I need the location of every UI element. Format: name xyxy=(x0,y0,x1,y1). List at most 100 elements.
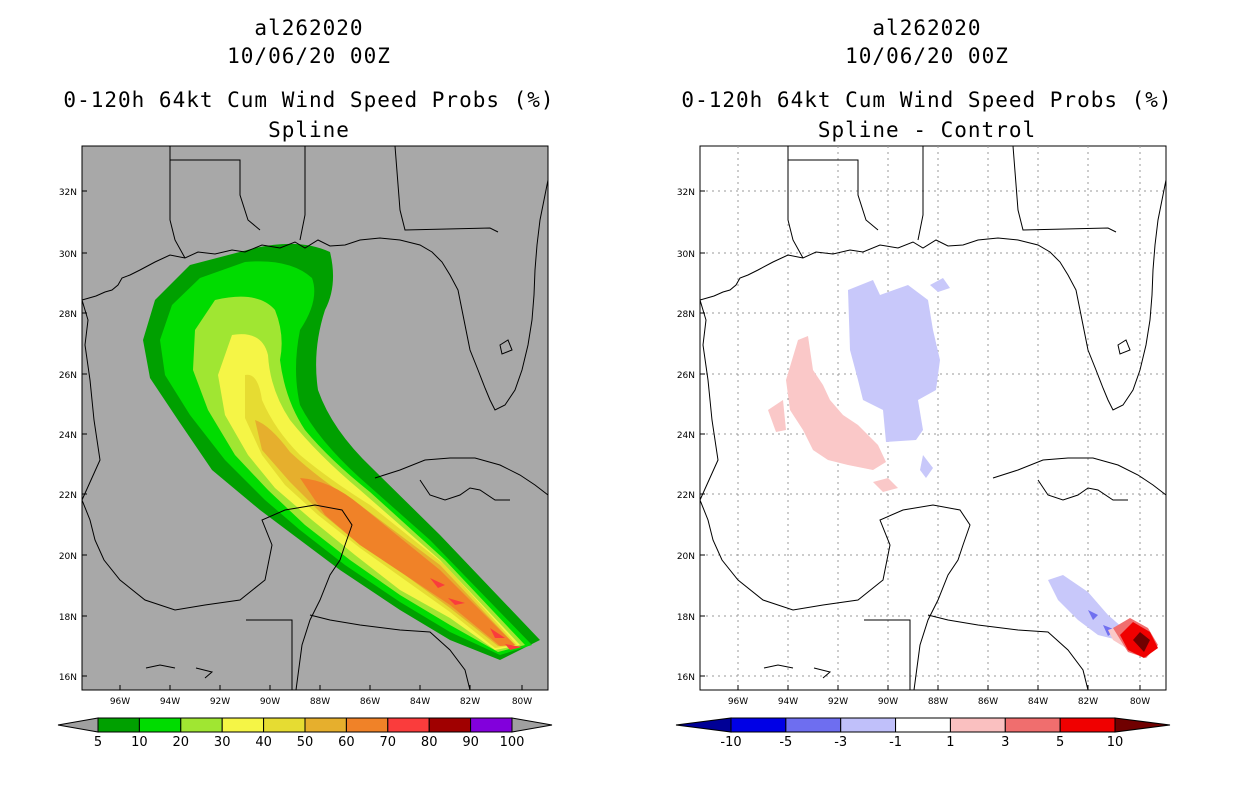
lat-label: 30N xyxy=(677,250,695,260)
colorbar-segment xyxy=(138,717,182,733)
colorbar-segment xyxy=(304,717,347,733)
colorbar-label: -1 xyxy=(889,735,902,750)
honduras-coast xyxy=(309,614,471,690)
colorbar-segment xyxy=(97,717,140,733)
colorbar-segment xyxy=(840,717,897,733)
colorbar-segment xyxy=(428,717,472,733)
colorbar-end-high xyxy=(1114,717,1171,733)
colorbar-end-high xyxy=(511,717,553,733)
lon-label: 86W xyxy=(978,697,998,707)
panel-subtitle: Spline - Control xyxy=(817,118,1037,142)
prob-contour-70-d xyxy=(505,644,522,650)
lon-label: 96W xyxy=(728,697,748,707)
lat-label: 24N xyxy=(677,431,695,441)
cuba xyxy=(374,457,548,501)
forecast-datetime: 10/06/20 00Z xyxy=(227,44,391,68)
spline-minus-control-panel: al262020 10/06/20 00Z 0-120h 64kt Cum Wi… xyxy=(618,0,1236,800)
lon-label: 88W xyxy=(928,697,948,707)
colorbar-label: -5 xyxy=(779,735,792,750)
neg-diff-blue-small-2 xyxy=(920,455,933,478)
storm-id: al262020 xyxy=(254,16,364,40)
lon-label: 86W xyxy=(360,697,380,707)
spline-panel: al262020 10/06/20 00Z 0-120h 64kt Cum Wi… xyxy=(57,16,554,750)
colorbar-segment xyxy=(895,717,951,733)
lat-label: 18N xyxy=(59,613,77,623)
probability-map xyxy=(81,145,549,691)
lat-label: 28N xyxy=(677,310,695,320)
central-america-border xyxy=(246,619,293,690)
colorbar-label: 5 xyxy=(1056,735,1064,750)
lat-label: 26N xyxy=(677,371,695,381)
colorbar-label: 100 xyxy=(500,735,525,750)
product-title: 0-120h 64kt Cum Wind Speed Probs (%) xyxy=(681,88,1173,112)
difference-contours xyxy=(768,278,1158,658)
lon-label: 94W xyxy=(160,697,180,707)
colorbar-label: 10 xyxy=(1107,735,1124,750)
colorbar-segment xyxy=(730,717,787,733)
colorbar-label: 60 xyxy=(338,735,355,750)
yucatan-islands xyxy=(145,664,214,679)
panel-subtitle: Spline xyxy=(268,118,350,142)
colorbar-left: 5 10 20 30 40 50 60 70 80 90 100 xyxy=(57,717,553,750)
lon-label: 84W xyxy=(410,697,430,707)
lat-label: 32N xyxy=(677,188,695,198)
lat-label: 30N xyxy=(59,250,77,260)
probability-contours xyxy=(143,243,540,661)
lat-label: 18N xyxy=(677,613,695,623)
lon-label: 92W xyxy=(828,697,848,707)
lake-okeechobee xyxy=(499,339,513,355)
colorbar-label: 40 xyxy=(255,735,272,750)
colorbar-segment xyxy=(470,717,513,733)
lon-label: 82W xyxy=(460,697,480,707)
lon-label: 90W xyxy=(260,697,280,707)
honduras-coast xyxy=(927,614,1089,690)
neg-diff-blue-mid xyxy=(1088,610,1116,636)
colorbar-segment xyxy=(345,717,389,733)
lat-label: 26N xyxy=(59,371,77,381)
pos-diff-max xyxy=(1133,632,1150,652)
central-america-border xyxy=(864,619,911,690)
prob-contour-70-a xyxy=(430,578,445,588)
colorbar-label: 10 xyxy=(131,735,148,750)
lat-label: 28N xyxy=(59,310,77,320)
lat-label: 20N xyxy=(677,552,695,562)
colorbar-label: 90 xyxy=(462,735,479,750)
neg-diff-blue-south xyxy=(1048,575,1123,640)
lon-label: 88W xyxy=(310,697,330,707)
lon-label: 94W xyxy=(778,697,798,707)
cuba xyxy=(992,457,1166,501)
pos-diff-pink-small-2 xyxy=(873,478,898,492)
colorbar-segment xyxy=(180,717,223,733)
colorbar-label: 20 xyxy=(173,735,190,750)
coastlines xyxy=(82,146,548,690)
lon-label: 84W xyxy=(1028,697,1048,707)
colorbar-segment xyxy=(221,717,265,733)
colorbar-segment xyxy=(949,717,1006,733)
neg-diff-blue-small-1 xyxy=(930,278,950,292)
map-axes-right: 32N 30N 28N 26N 24N 22N 20N 18N 16N 96W 94W 92W 90W 8… xyxy=(677,188,1150,707)
colorbar-segment xyxy=(1004,717,1061,733)
lat-label: 22N xyxy=(677,491,695,501)
lat-label: 16N xyxy=(677,673,695,683)
state-border-tx xyxy=(787,146,804,259)
lat-label: 22N xyxy=(59,491,77,501)
lon-label: 80W xyxy=(512,697,532,707)
colorbar-label: 1 xyxy=(946,735,954,750)
colorbar-label: 50 xyxy=(297,735,314,750)
colorbar-segment xyxy=(785,717,842,733)
colorbar-label: 70 xyxy=(380,735,397,750)
colorbar-label: 80 xyxy=(421,735,438,750)
lon-label: 82W xyxy=(1078,697,1098,707)
neg-diff-blue-main xyxy=(848,280,940,442)
colorbar-label: 30 xyxy=(214,735,231,750)
gulf-coast xyxy=(82,179,548,411)
lon-label: 96W xyxy=(110,697,130,707)
colorbar-segment xyxy=(387,717,430,733)
prob-contour-70-b xyxy=(448,598,465,605)
lon-label: 80W xyxy=(1130,697,1150,707)
colorbar-label: 3 xyxy=(1001,735,1009,750)
difference-map xyxy=(699,145,1167,691)
colorbar-label: -3 xyxy=(834,735,847,750)
colorbar-end-low xyxy=(675,717,732,733)
lat-label: 20N xyxy=(59,552,77,562)
